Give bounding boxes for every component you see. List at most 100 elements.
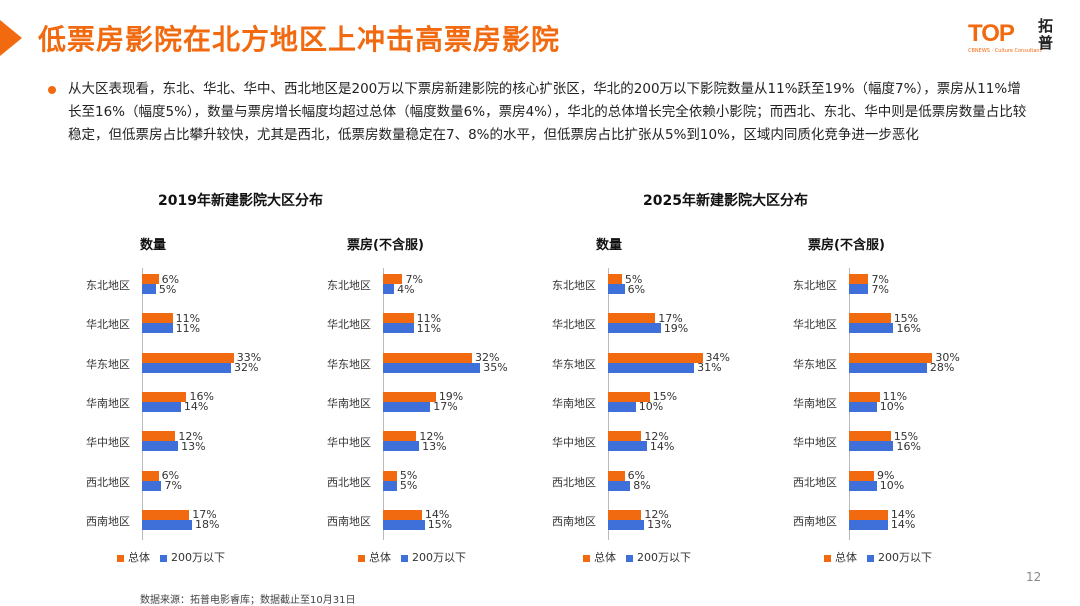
chart-0-category-label: 华南地区 xyxy=(86,396,130,410)
chart-2-bar-under200w xyxy=(608,519,645,530)
chart-0-value-label: 6% xyxy=(161,272,180,286)
chart-0-bar-total xyxy=(142,431,176,442)
legend-label: 200万以下 xyxy=(878,551,932,564)
chart-0-bar-total xyxy=(142,274,159,284)
chart-2-value-label: 34% xyxy=(705,351,730,365)
title-arrow-icon xyxy=(0,20,22,56)
legend-label: 总体 xyxy=(128,551,150,564)
chart-1-category-label: 华中地区 xyxy=(327,436,371,450)
chart-3-value-label: 14% xyxy=(890,518,916,532)
chart-1-value-label: 11% xyxy=(416,311,442,325)
chart-2-value-label: 6% xyxy=(627,282,646,296)
chart-0-bar-under200w xyxy=(142,441,179,452)
chart-0-category-label: 西南地区 xyxy=(86,514,130,528)
chart-3-bar-under200w xyxy=(849,519,888,530)
chart-3-value-label: 7% xyxy=(871,272,889,286)
chart-0-bar-under200w xyxy=(142,480,162,491)
legend-label: 总体 xyxy=(835,551,857,564)
chart-0-value-label: 16% xyxy=(189,390,214,404)
chart-0-category-label: 华东地区 xyxy=(86,357,130,371)
chart-0-category-label: 华中地区 xyxy=(86,436,130,450)
chart-2-title: 数量 xyxy=(596,238,623,253)
group-title-2025: 2025年新建影院大区分布 xyxy=(643,193,808,209)
chart-1-title: 票房(不含服) xyxy=(347,238,424,253)
page-number: 12 xyxy=(1026,570,1042,584)
chart-3-bar-total xyxy=(849,391,880,402)
chart-0-value-label: 12% xyxy=(178,429,203,443)
legend-swatch-icon xyxy=(867,554,874,562)
chart-3-bar-total xyxy=(849,509,888,520)
legend-item-under200w: 200万以下 xyxy=(401,549,466,565)
brand-logo: TOP CBNEWS · Culture Consultant 拓普 xyxy=(962,16,1072,56)
chart-2-bar-under200w xyxy=(608,480,631,491)
chart-0-category-label: 华北地区 xyxy=(86,318,130,332)
chart-2-value-label: 14% xyxy=(649,439,675,453)
chart-3-value-label: 28% xyxy=(929,361,955,375)
chart-3-bar-under200w xyxy=(849,284,869,294)
chart-1-bar-total xyxy=(383,470,397,481)
legend-swatch-icon xyxy=(824,554,831,562)
legend-label: 总体 xyxy=(594,551,616,564)
chart-0-value-label: 18% xyxy=(195,518,220,532)
chart-1-bar-total xyxy=(383,352,472,363)
chart-1-bar-under200w xyxy=(383,441,420,452)
chart-1-value-label: 14% xyxy=(424,508,450,522)
chart-2-category-label: 华东地区 xyxy=(552,357,596,371)
chart-3-value-label: 9% xyxy=(877,469,895,482)
chart-3-category-label: 西北地区 xyxy=(793,475,837,489)
chart-3-value-label: 11% xyxy=(882,390,908,404)
chart-3-title: 票房(不含服) xyxy=(808,238,885,253)
legend-item-under200w: 200万以下 xyxy=(867,549,932,565)
chart-1-bar-under200w xyxy=(383,519,425,530)
chart-0-bar-under200w xyxy=(142,284,156,294)
chart-3-value-label: 16% xyxy=(896,439,921,453)
chart-2-bar-under200w xyxy=(608,401,636,412)
chart-1-category-label: 东北地区 xyxy=(327,279,371,292)
chart-3-category-label: 华北地区 xyxy=(793,318,837,332)
legend-swatch-icon xyxy=(401,554,408,562)
chart-1-value-label: 4% xyxy=(397,282,415,296)
chart-1-category-label: 华南地区 xyxy=(327,396,371,410)
chart-2-bar-total xyxy=(608,352,703,363)
chart-0-bar-total xyxy=(142,509,190,520)
legend-item-under200w: 200万以下 xyxy=(160,549,225,565)
legend-label: 200万以下 xyxy=(412,551,466,564)
chart-2-bar-total xyxy=(608,274,622,284)
chart-3-value-label: 15% xyxy=(893,429,919,443)
chart-2-bar-total xyxy=(608,391,650,402)
chart-1-bar-under200w xyxy=(383,401,431,412)
chart-2-value-label: 31% xyxy=(697,361,722,375)
legend-swatch-icon xyxy=(358,554,365,562)
chart-3-value-label: 10% xyxy=(879,400,905,414)
chart-0-value-label: 6% xyxy=(161,469,180,482)
logo-subtext: CBNEWS · Culture Consultant xyxy=(968,48,1042,54)
legend-swatch-icon xyxy=(117,554,124,562)
chart-0-value-label: 17% xyxy=(192,508,217,522)
legend-item-total: 总体 xyxy=(117,549,150,565)
chart-0-bar-under200w xyxy=(142,401,181,412)
chart-3-category-label: 东北地区 xyxy=(793,279,837,292)
chart-0-title: 数量 xyxy=(140,238,167,253)
page-title: 低票房影院在北方地区上冲击高票房影院 xyxy=(38,23,561,56)
chart-3-category-label: 华中地区 xyxy=(793,436,837,450)
chart-0-category-label: 西北地区 xyxy=(86,475,130,489)
chart-2-value-label: 15% xyxy=(652,390,678,404)
chart-0-value-label: 11% xyxy=(175,311,201,325)
chart-2-bar-total xyxy=(608,509,642,520)
chart-2-bar-under200w xyxy=(608,441,647,452)
chart-0-bar-total xyxy=(142,352,234,363)
legend-item-total: 总体 xyxy=(824,549,857,565)
chart-3-value-label: 7% xyxy=(871,282,889,296)
chart-3-value-label: 30% xyxy=(935,351,960,365)
chart-1-value-label: 32% xyxy=(474,351,500,365)
chart-0-bar-under200w xyxy=(142,323,173,334)
chart-1-bar-under200w xyxy=(383,480,397,491)
chart-3-value-label: 16% xyxy=(896,321,921,335)
chart-0-bar-total xyxy=(142,391,187,402)
chart-2-value-label: 8% xyxy=(633,479,651,492)
chart-1-value-label: 12% xyxy=(419,429,444,443)
chart-2-bar-total xyxy=(608,313,656,324)
group-title-2019: 2019年新建影院大区分布 xyxy=(158,193,323,209)
chart-2-value-label: 12% xyxy=(644,429,669,443)
chart-3-bar-under200w xyxy=(849,323,894,334)
